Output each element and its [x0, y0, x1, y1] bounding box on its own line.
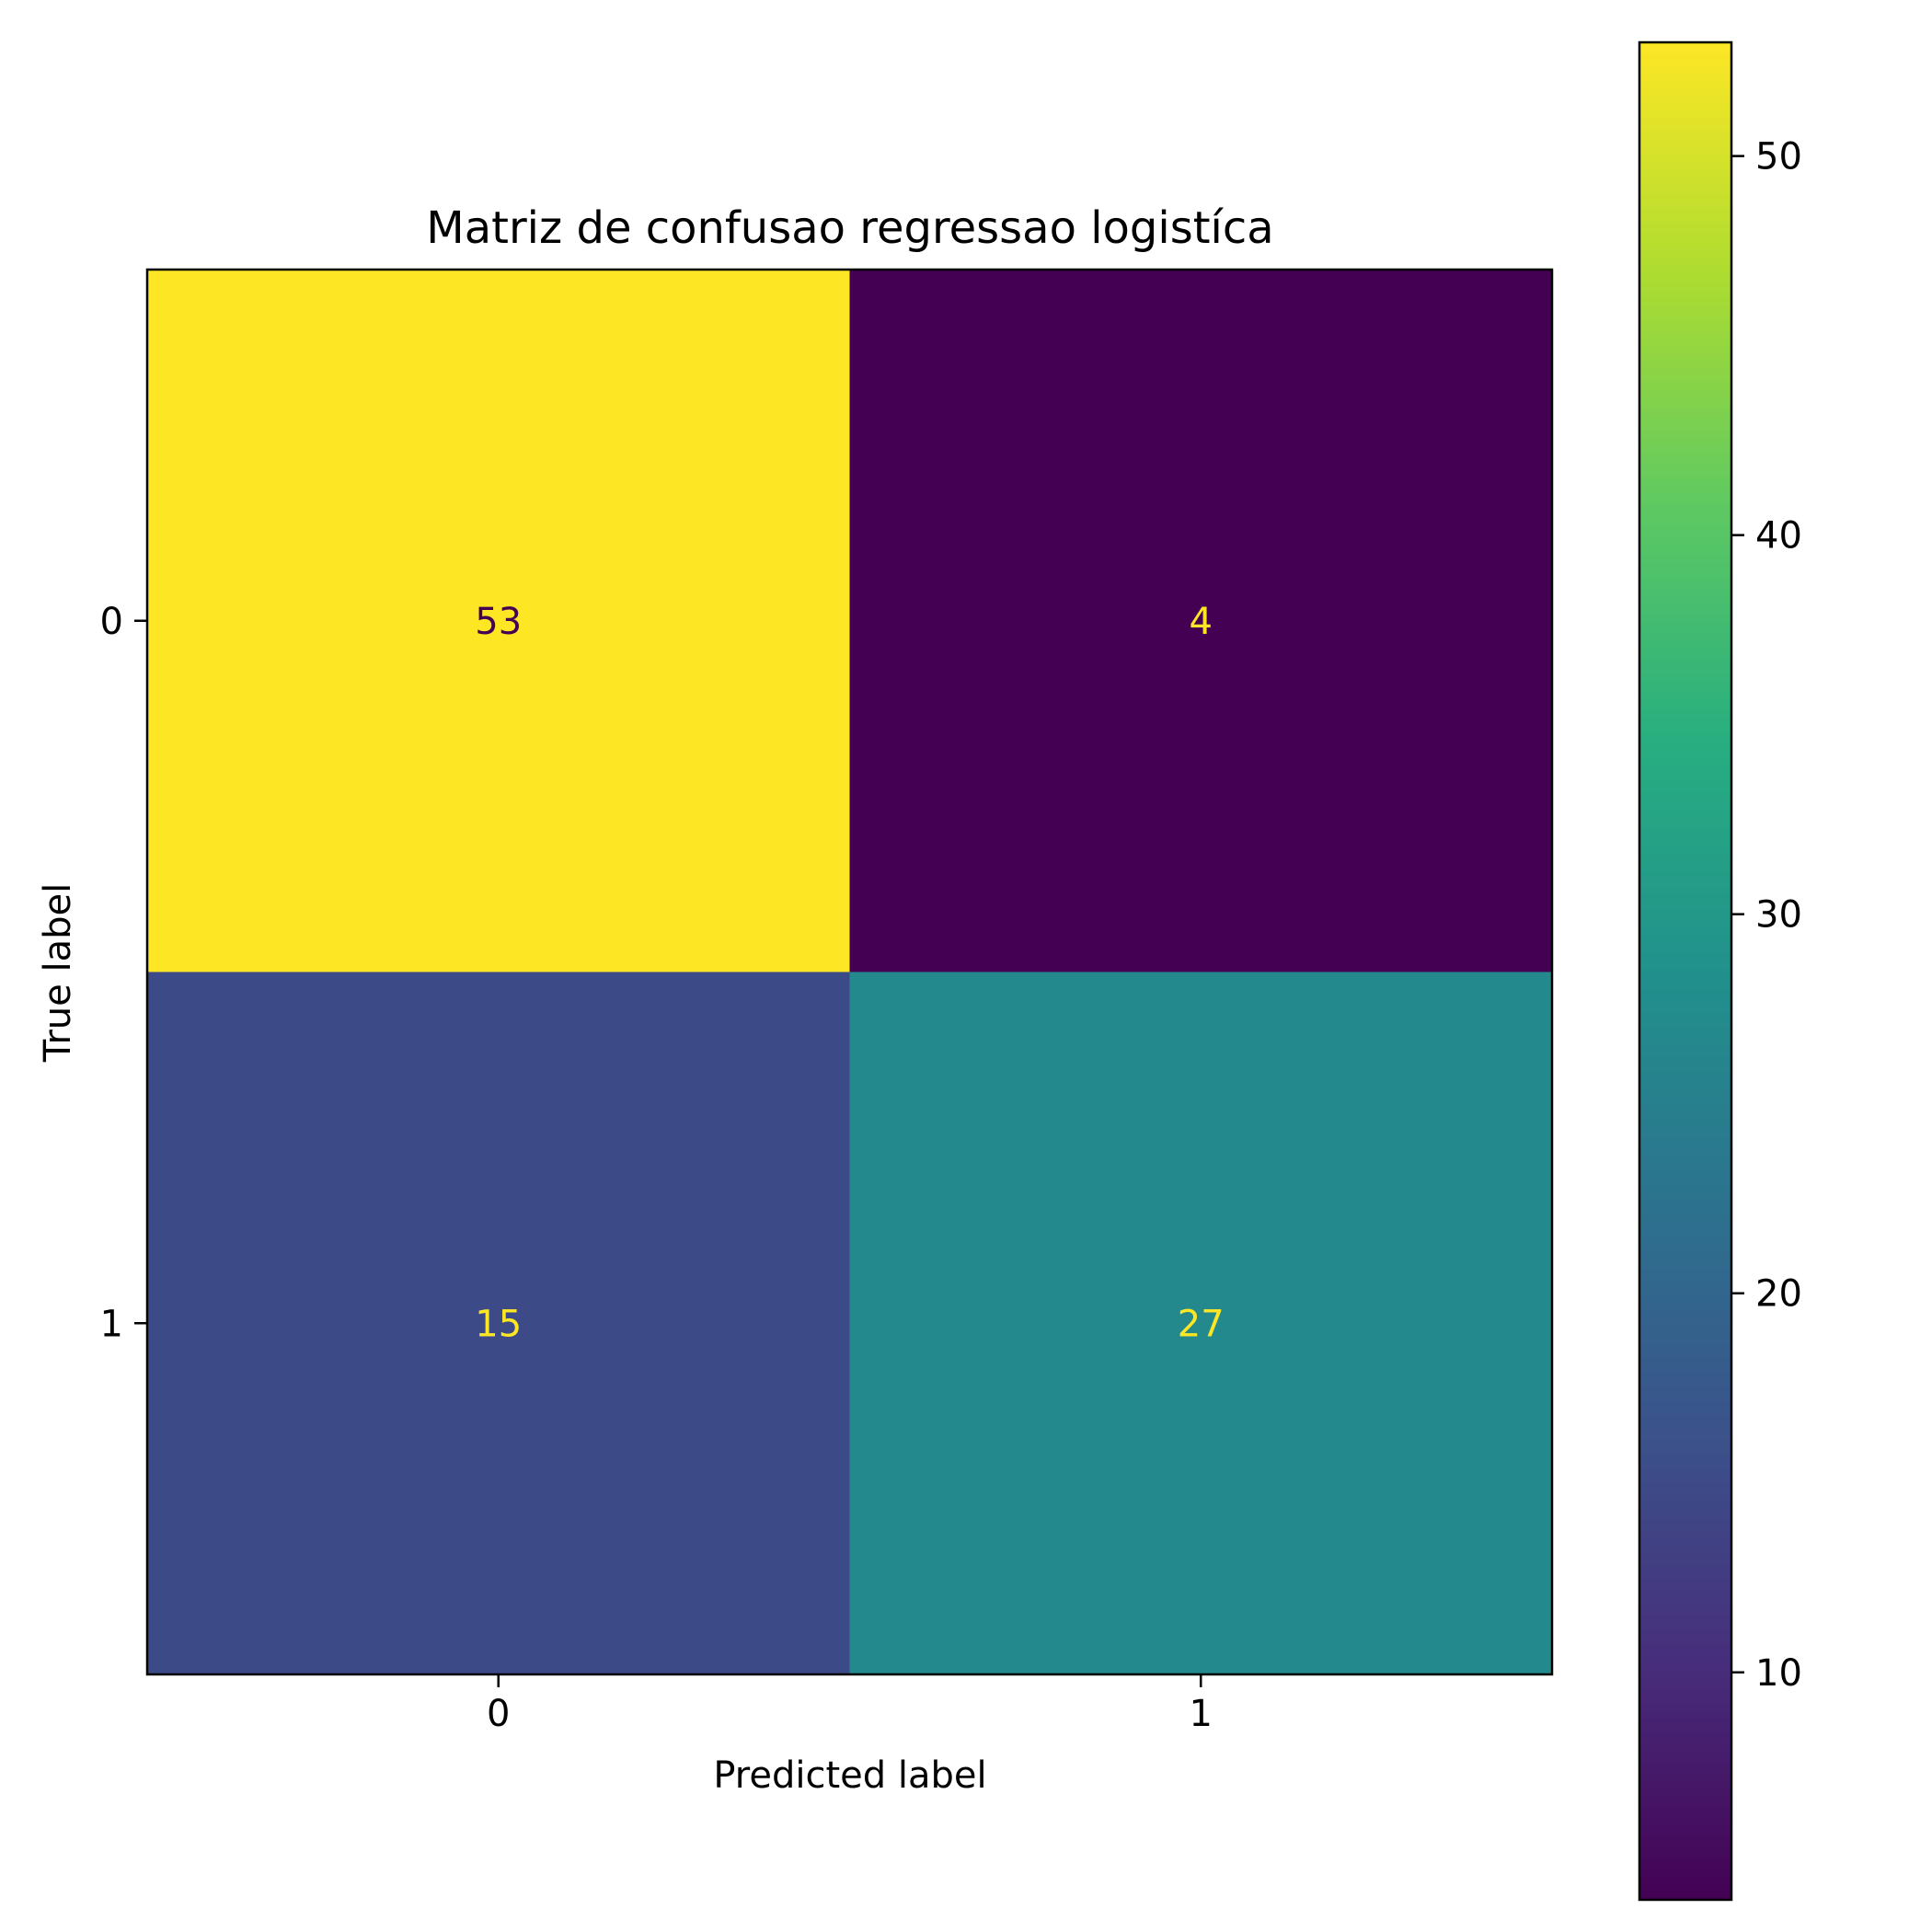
x-tick-label: 1 — [1190, 1693, 1213, 1735]
colorbar-tick-label: 30 — [1755, 894, 1802, 937]
y-tick-label: 1 — [100, 1303, 123, 1345]
colorbar-tick-label: 10 — [1755, 1652, 1802, 1695]
heatmap-cell — [147, 972, 850, 1674]
colorbar-tick-label: 50 — [1755, 136, 1802, 178]
y-axis-label: True label — [37, 883, 79, 1063]
heatmap-cell — [849, 972, 1552, 1674]
heatmap-cell — [849, 270, 1552, 972]
chart-title: Matriz de confusao regressao logistíca — [426, 202, 1273, 254]
colorbar-ticks: 10 20 30 40 50 — [1731, 136, 1802, 1695]
plot-frame — [145, 268, 1554, 1676]
cell-value-label: 4 — [1190, 601, 1213, 643]
colorbar — [1638, 40, 1733, 1902]
heatmap-cell — [147, 270, 850, 972]
colorbar-tick-label: 20 — [1755, 1273, 1802, 1316]
heatmap-cells — [147, 270, 1552, 1674]
cell-value-label: 27 — [1178, 1303, 1225, 1345]
x-axis-label: Predicted label — [713, 1754, 986, 1797]
colorbar-tick-label: 40 — [1755, 515, 1802, 558]
x-tick-label: 0 — [487, 1693, 510, 1735]
cell-value-labels: 53 4 15 27 — [475, 601, 1224, 1346]
y-axis-ticks: 01 — [100, 601, 147, 1345]
cell-value-label: 15 — [475, 1303, 522, 1345]
cell-value-label: 53 — [475, 601, 522, 643]
y-tick-label: 0 — [100, 601, 123, 643]
